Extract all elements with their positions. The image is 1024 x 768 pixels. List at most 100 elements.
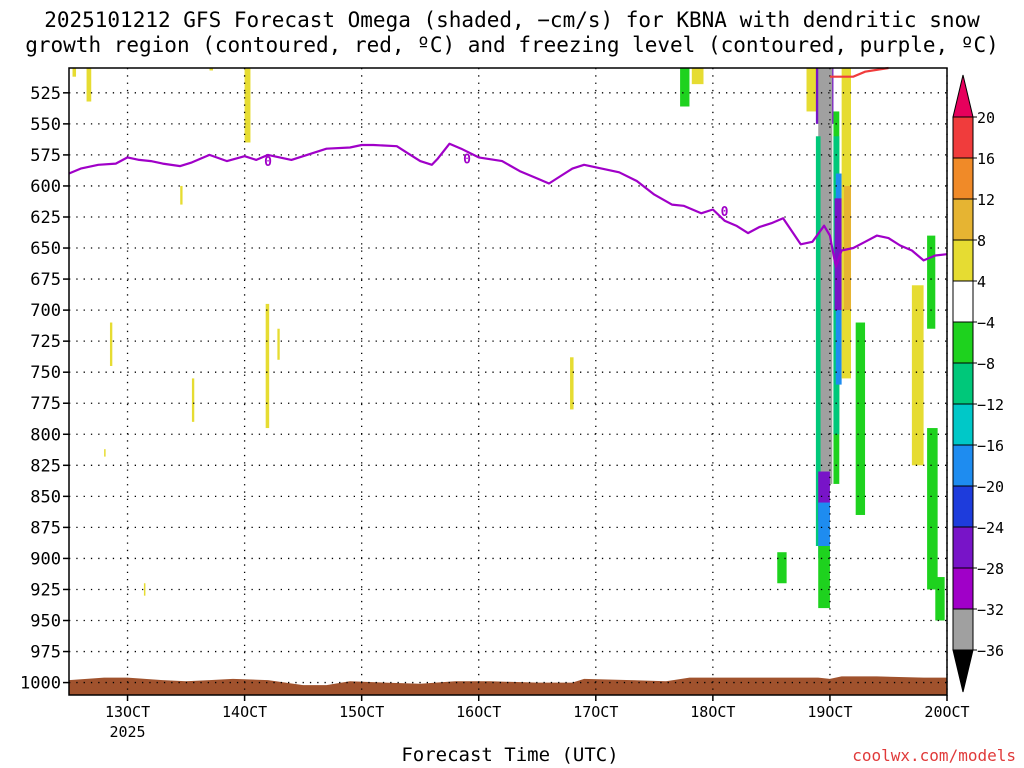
omega-cell [691,68,704,85]
omega-cell [244,68,251,143]
y-tick-label: 625 [30,208,61,228]
colorbar-box [952,567,974,610]
y-tick-label: 825 [30,456,61,476]
omega-cell [834,198,842,311]
contour-lines: 0 0 0 [68,66,948,268]
omega-cell [815,136,821,547]
x-axis-label: Forecast Time (UTC) [401,744,619,766]
colorbar-label: −4 [977,314,995,332]
omega-cell [818,68,833,484]
freezing-level-line [68,142,948,268]
grid-lines [69,68,948,695]
omega-cell [265,303,270,429]
colorbar-label: 16 [977,150,995,168]
colorbar-label: 4 [977,273,986,291]
y-tick-label: 650 [30,239,61,259]
y-tick-label: 675 [30,270,61,290]
omega-cell [191,378,195,422]
colorbar-label: 12 [977,191,995,209]
x-tick-label: 16OCT [456,703,501,721]
colorbar-label: 20 [977,109,995,127]
colorbar-label: −8 [977,355,995,373]
y-tick-label: 750 [30,363,61,383]
omega-cell [927,428,938,590]
dendritic-contour-line [829,66,889,78]
freezing-level-label: 0 [463,153,471,168]
omega-cell [72,68,77,77]
omega-cell [104,449,106,457]
x-tick-label: 14OCT [222,703,267,721]
colorbar-label: −20 [977,478,1004,496]
chart-title-line-2: growth region (contoured, red, ºC) and f… [25,33,999,57]
colorbar-label: −28 [977,560,1004,578]
colorbar-box [952,321,974,364]
chart-title-line-1: 2025101212 GFS Forecast Omega (shaded, −… [44,8,980,32]
omega-cell [143,583,146,596]
omega-shading [72,68,945,621]
colorbar-label: −12 [977,396,1004,414]
omega-cell [843,185,852,311]
omega-cell [86,68,92,102]
colorbar-label: −32 [977,601,1004,619]
y-tick-label: 900 [30,549,61,569]
omega-cell [109,322,113,366]
colorbar: 20 16 12 8 4 −4 −8 −12 −16 −20 −24 −28 −32 −36 [952,74,1004,693]
colorbar-box [952,526,974,569]
y-tick-label: 550 [30,115,61,135]
omega-cell [680,68,690,107]
x-tick-label: 15OCT [339,703,384,721]
colorbar-box [952,116,974,159]
omega-cell [818,546,830,609]
colorbar-box [952,362,974,405]
colorbar-label: −36 [977,642,1004,660]
y-tick-label: 725 [30,332,61,352]
colorbar-top-arrow [952,74,974,118]
colorbar-label: 8 [977,232,986,250]
colorbar-box [952,280,974,323]
x-tick-label: 17OCT [573,703,618,721]
credit-link[interactable]: coolwx.com/models [852,746,1016,765]
x-tick-label: 19OCT [807,703,852,721]
omega-cell [935,577,945,621]
axes: 525 550 575 600 625 650 675 700 725 750 775 800 825 8… [20,67,970,741]
omega-cell [927,235,936,329]
x-tick-label: 20OCT [924,703,969,721]
x-tick-label: 13OCT [105,703,150,721]
omega-cell [855,322,866,515]
colorbar-bottom-arrow [952,649,974,693]
omega-cell [806,68,819,112]
omega-cell [277,328,280,360]
y-tick-label: 525 [30,84,61,104]
freezing-level-label: 0 [721,205,729,220]
omega-cell [911,285,924,466]
omega-cell [818,502,830,559]
terrain-area [69,676,947,695]
y-tick-label: 975 [30,643,61,663]
colorbar-box [952,444,974,487]
omega-cell [209,68,213,71]
x-year-label: 2025 [109,723,145,741]
colorbar-box [952,239,974,282]
freezing-level-label: 0 [264,155,272,170]
colorbar-box [952,485,974,528]
omega-cell [777,552,787,584]
colorbar-box [952,198,974,241]
y-tick-label: 600 [30,177,61,197]
y-tick-label: 950 [30,612,61,632]
terrain-fill [69,676,947,695]
omega-cell [818,471,830,522]
omega-cell [180,185,183,205]
colorbar-box [952,157,974,200]
colorbar-box [952,403,974,446]
y-tick-label: 700 [30,301,61,321]
y-tick-label: 850 [30,487,61,507]
colorbar-label: −24 [977,519,1004,537]
y-tick-label: 1000 [20,674,61,694]
y-tick-label: 575 [30,146,61,166]
omega-cell [570,357,574,410]
y-tick-label: 775 [30,394,61,414]
colorbar-box [952,608,974,651]
colorbar-label: −16 [977,437,1004,455]
plot-frame [68,67,948,696]
